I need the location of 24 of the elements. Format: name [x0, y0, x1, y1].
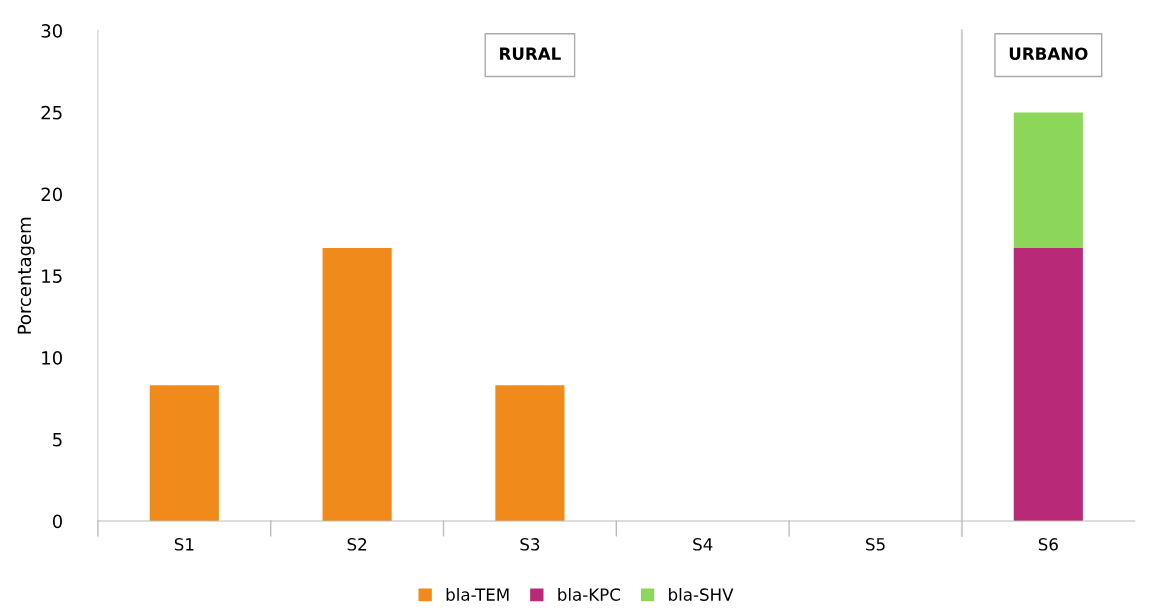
x-tick-label: S6: [1038, 538, 1058, 551]
y-tick-label: 25: [41, 105, 62, 120]
y-tick-label: 5: [53, 433, 62, 447]
y-tick-label: 30: [41, 24, 62, 38]
bar: [322, 248, 392, 522]
legend-label: bla-TEM: [446, 588, 509, 601]
x-tick-label: S2: [347, 538, 367, 551]
y-tick-label: 20: [41, 187, 62, 202]
bar: [1013, 248, 1083, 522]
legend-label: bla-KPC: [558, 588, 620, 601]
y-tick-label: 0: [52, 514, 62, 529]
x-tick-label: S1: [174, 538, 194, 551]
legend-label: bla-SHV: [669, 588, 734, 601]
bar: [495, 385, 565, 522]
annotation: RURAL: [500, 47, 561, 61]
y-tick-label: 15: [42, 269, 62, 283]
y-axis-title: Porcentagem: [17, 217, 35, 334]
x-tick-label: S5: [866, 538, 885, 551]
y-tick-label: 10: [42, 351, 62, 365]
annotation: URBANO: [1009, 47, 1088, 61]
bar: [1013, 112, 1083, 249]
bar: [149, 385, 219, 522]
x-tick-label: S4: [693, 538, 713, 551]
x-tick-label: S3: [520, 538, 540, 551]
